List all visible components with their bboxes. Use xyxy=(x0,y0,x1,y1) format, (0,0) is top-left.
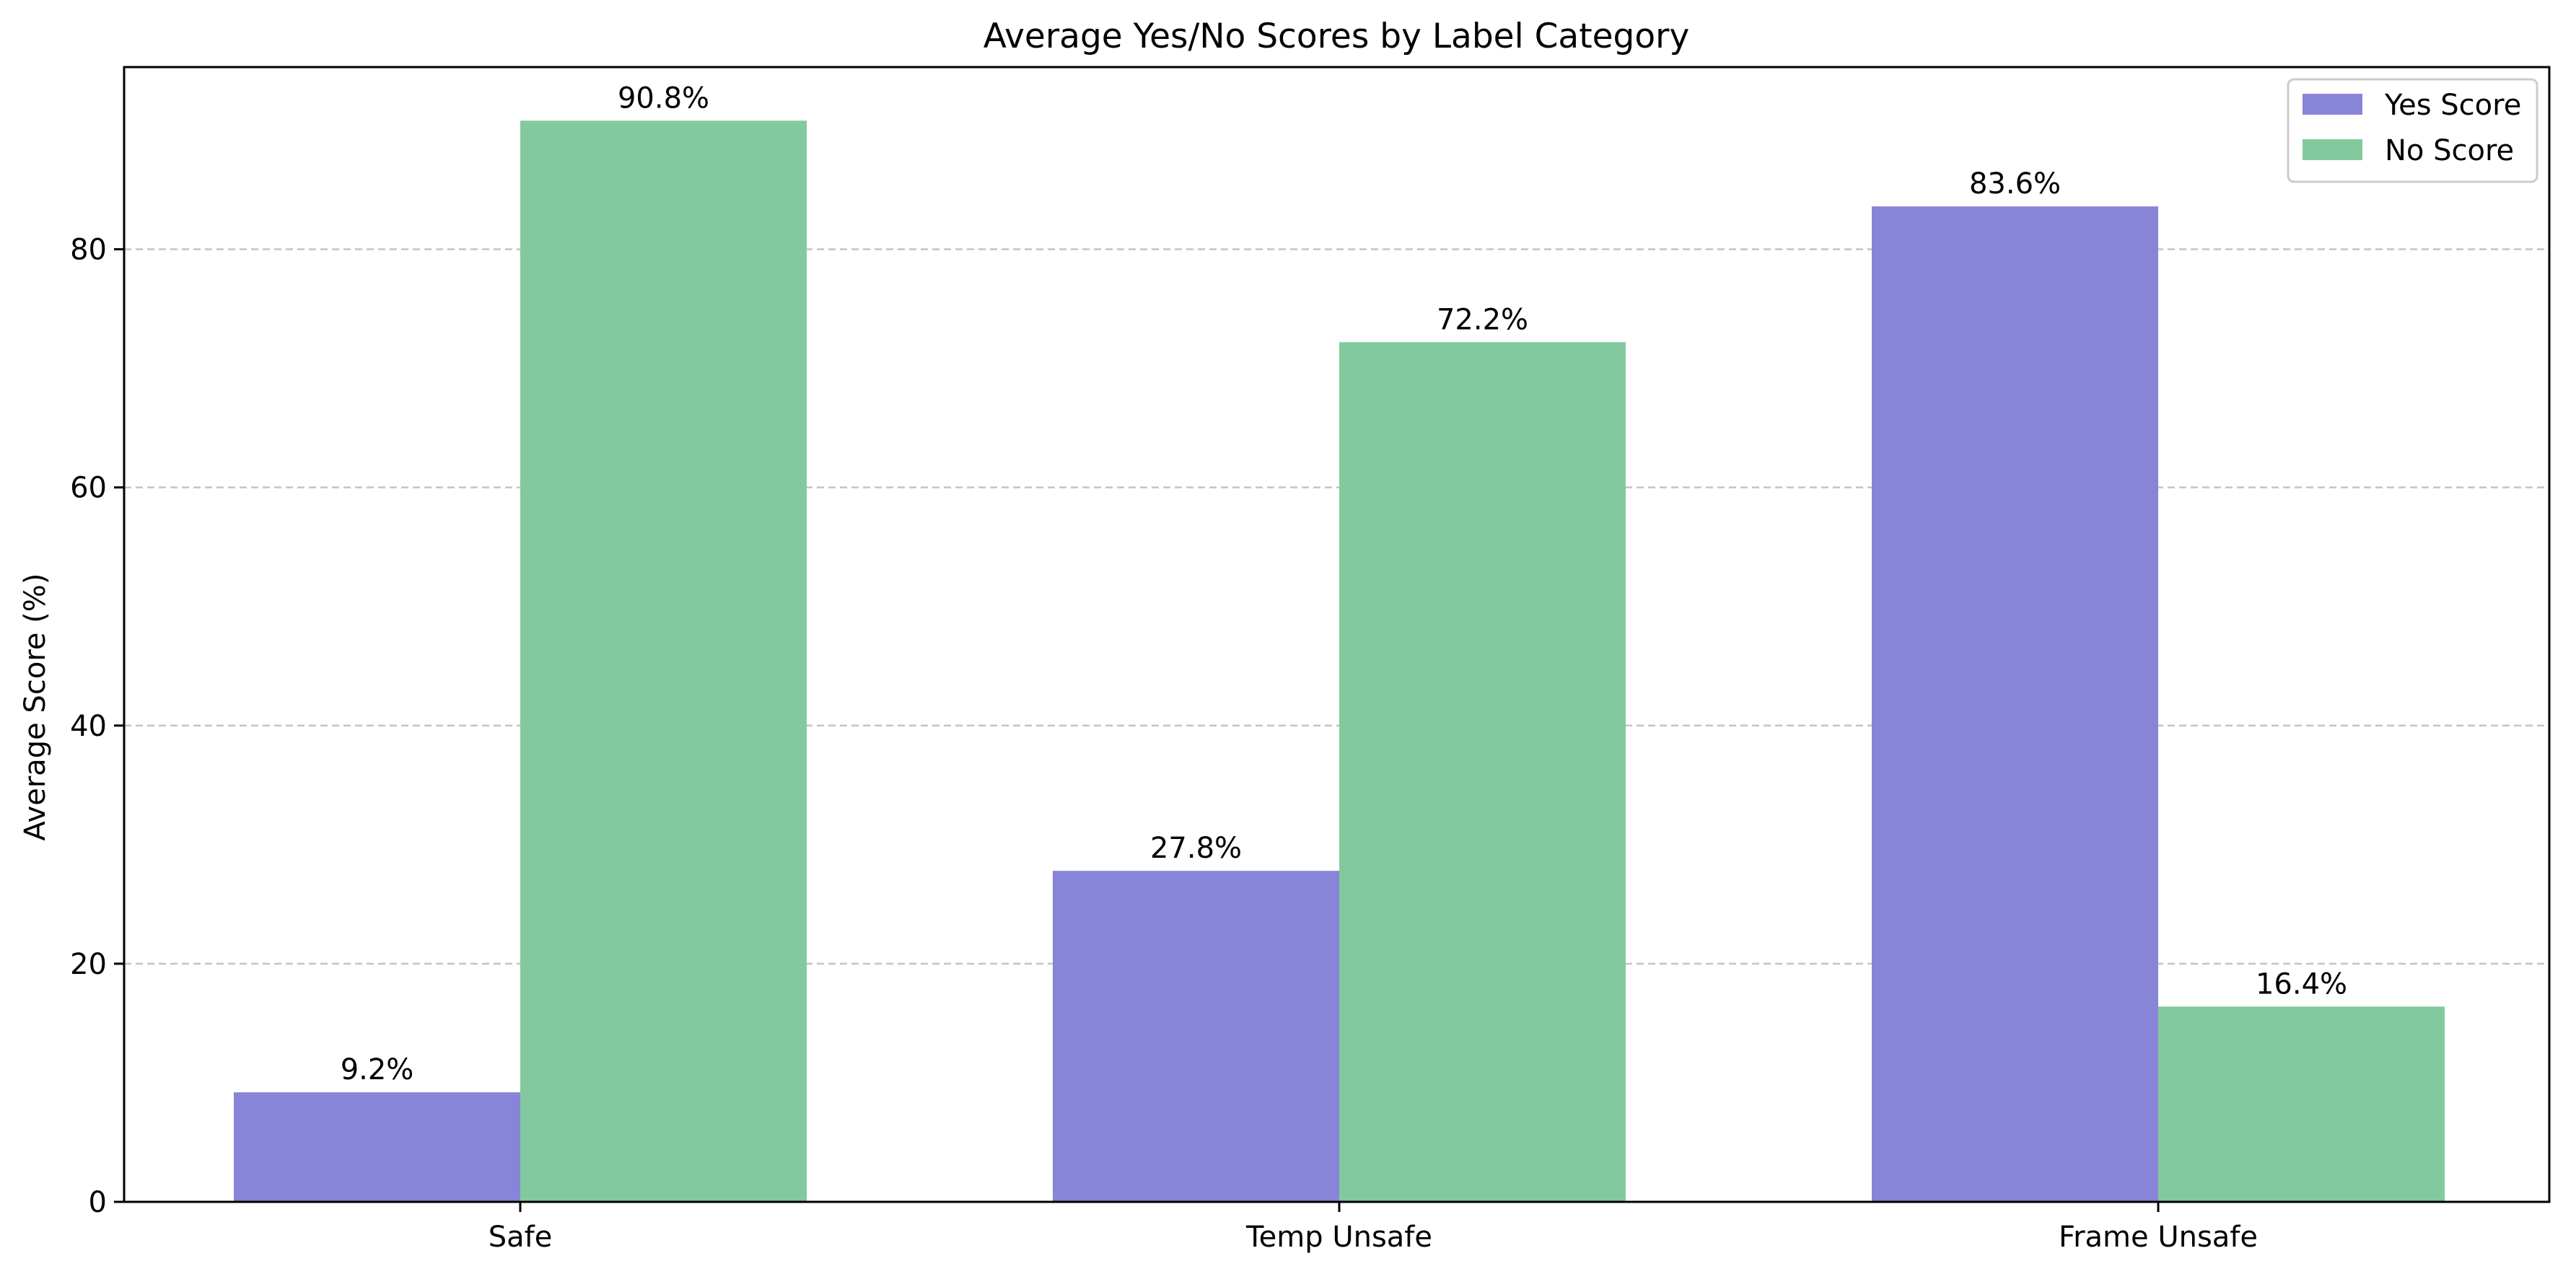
y-tick-label: 60 xyxy=(70,472,107,505)
data-label: 83.6% xyxy=(1969,167,2061,201)
x-tick-label: Frame Unsafe xyxy=(2059,1221,2258,1254)
y-tick-label: 0 xyxy=(89,1186,107,1219)
chart-title: Average Yes/No Scores by Label Category xyxy=(983,17,1690,56)
bar-no-score xyxy=(1339,342,1626,1202)
legend: Yes Score No Score xyxy=(2287,78,2538,183)
bar-yes-score xyxy=(234,1092,520,1202)
bar-yes-score xyxy=(1872,206,2158,1202)
y-tick-label: 80 xyxy=(70,234,107,267)
bar-no-score xyxy=(520,120,807,1202)
data-label: 9.2% xyxy=(341,1053,414,1086)
bar-yes-score xyxy=(1053,871,1339,1202)
legend-label: No Score xyxy=(2385,134,2514,167)
x-tick-label: Safe xyxy=(489,1221,553,1254)
data-labels: 9.2% 27.8% 83.6% 90.8% 72.2% 16.4% xyxy=(341,82,2347,1086)
data-label: 16.4% xyxy=(2256,967,2347,1001)
y-tick-label: 40 xyxy=(70,710,107,743)
bar-no-score xyxy=(2158,1006,2445,1202)
y-tick-label: 20 xyxy=(70,948,107,981)
y-axis-label: Average Score (%) xyxy=(19,574,52,841)
legend-swatch xyxy=(2303,94,2362,115)
y-axis-ticks: 0 20 40 60 80 xyxy=(70,234,124,1219)
plot-frame xyxy=(123,66,2551,1203)
x-axis-ticks: Safe Temp Unsafe Frame Unsafe xyxy=(489,1202,2258,1254)
legend-label: Yes Score xyxy=(2384,89,2521,122)
data-label: 27.8% xyxy=(1150,832,1242,865)
data-label: 72.2% xyxy=(1437,303,1528,336)
x-tick-label: Temp Unsafe xyxy=(1245,1221,1432,1254)
bars xyxy=(234,120,2445,1202)
legend-swatch xyxy=(2303,139,2362,160)
data-label: 90.8% xyxy=(618,82,709,115)
